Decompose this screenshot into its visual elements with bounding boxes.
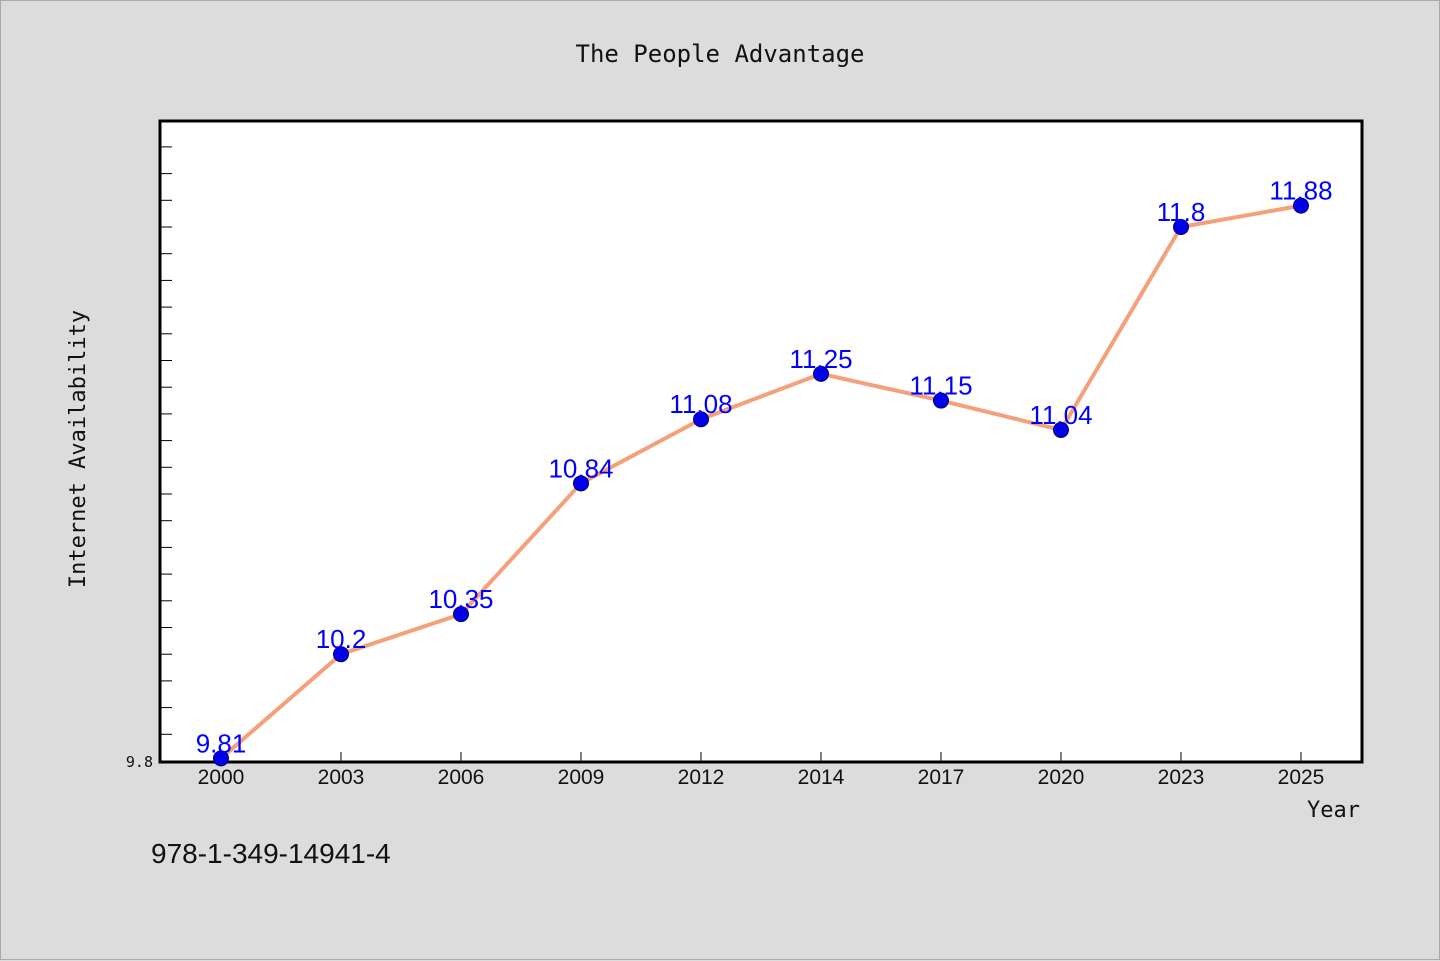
x-tick-label: 2012 xyxy=(678,766,725,789)
data-point xyxy=(573,475,589,492)
data-point xyxy=(1293,197,1309,214)
data-label: 10.2 xyxy=(316,624,367,654)
data-point xyxy=(933,392,949,409)
data-point xyxy=(693,411,709,428)
data-point xyxy=(213,750,229,767)
data-label: 11.8 xyxy=(1157,197,1206,227)
data-point xyxy=(1053,421,1069,438)
x-tick-label: 2009 xyxy=(558,766,605,789)
data-label: 11.15 xyxy=(909,371,972,401)
x-tick-label: 2003 xyxy=(318,766,365,789)
data-point xyxy=(453,606,469,623)
isbn-text: 978-1-349-14941-4 xyxy=(151,838,391,869)
data-label: 11.08 xyxy=(669,389,732,419)
series-line xyxy=(219,203,1302,760)
x-tick-label: 2006 xyxy=(438,766,485,789)
x-tick-label: 2025 xyxy=(1278,766,1325,789)
data-point xyxy=(1173,219,1189,235)
data-point xyxy=(333,646,349,663)
data-label: 10.35 xyxy=(428,584,493,614)
x-tick-label: 2023 xyxy=(1158,766,1205,789)
data-label: 9.81 xyxy=(196,728,247,758)
plot-area xyxy=(158,119,1364,764)
data-label: 11.25 xyxy=(789,344,852,374)
x-tick-label: 2017 xyxy=(918,766,965,789)
x-axis-label: Year xyxy=(1307,798,1360,823)
y-axis-ticks xyxy=(160,146,172,762)
series-markers xyxy=(213,197,1309,767)
data-label: 11.04 xyxy=(1029,400,1092,430)
x-tick-label: 2014 xyxy=(798,766,845,789)
y-tick-label-min: 9.8 xyxy=(126,753,153,771)
x-tick-label: 2020 xyxy=(1038,766,1085,789)
data-label: 11.88 xyxy=(1269,176,1332,206)
data-point xyxy=(813,365,829,382)
x-tick-label: 2000 xyxy=(198,766,245,789)
data-labels: 9.81 10.2 10.35 10.84 11.08 11.25 11.15 11.04 11… xyxy=(196,176,1333,759)
y-axis-label: Internet Availability xyxy=(66,310,91,588)
data-label: 10.84 xyxy=(548,453,613,483)
chart-title: The People Advantage xyxy=(576,40,865,68)
x-axis-tick-labels: 2000 2003 2006 2009 2012 2014 2017 2020 2023 2025 xyxy=(198,766,1325,789)
